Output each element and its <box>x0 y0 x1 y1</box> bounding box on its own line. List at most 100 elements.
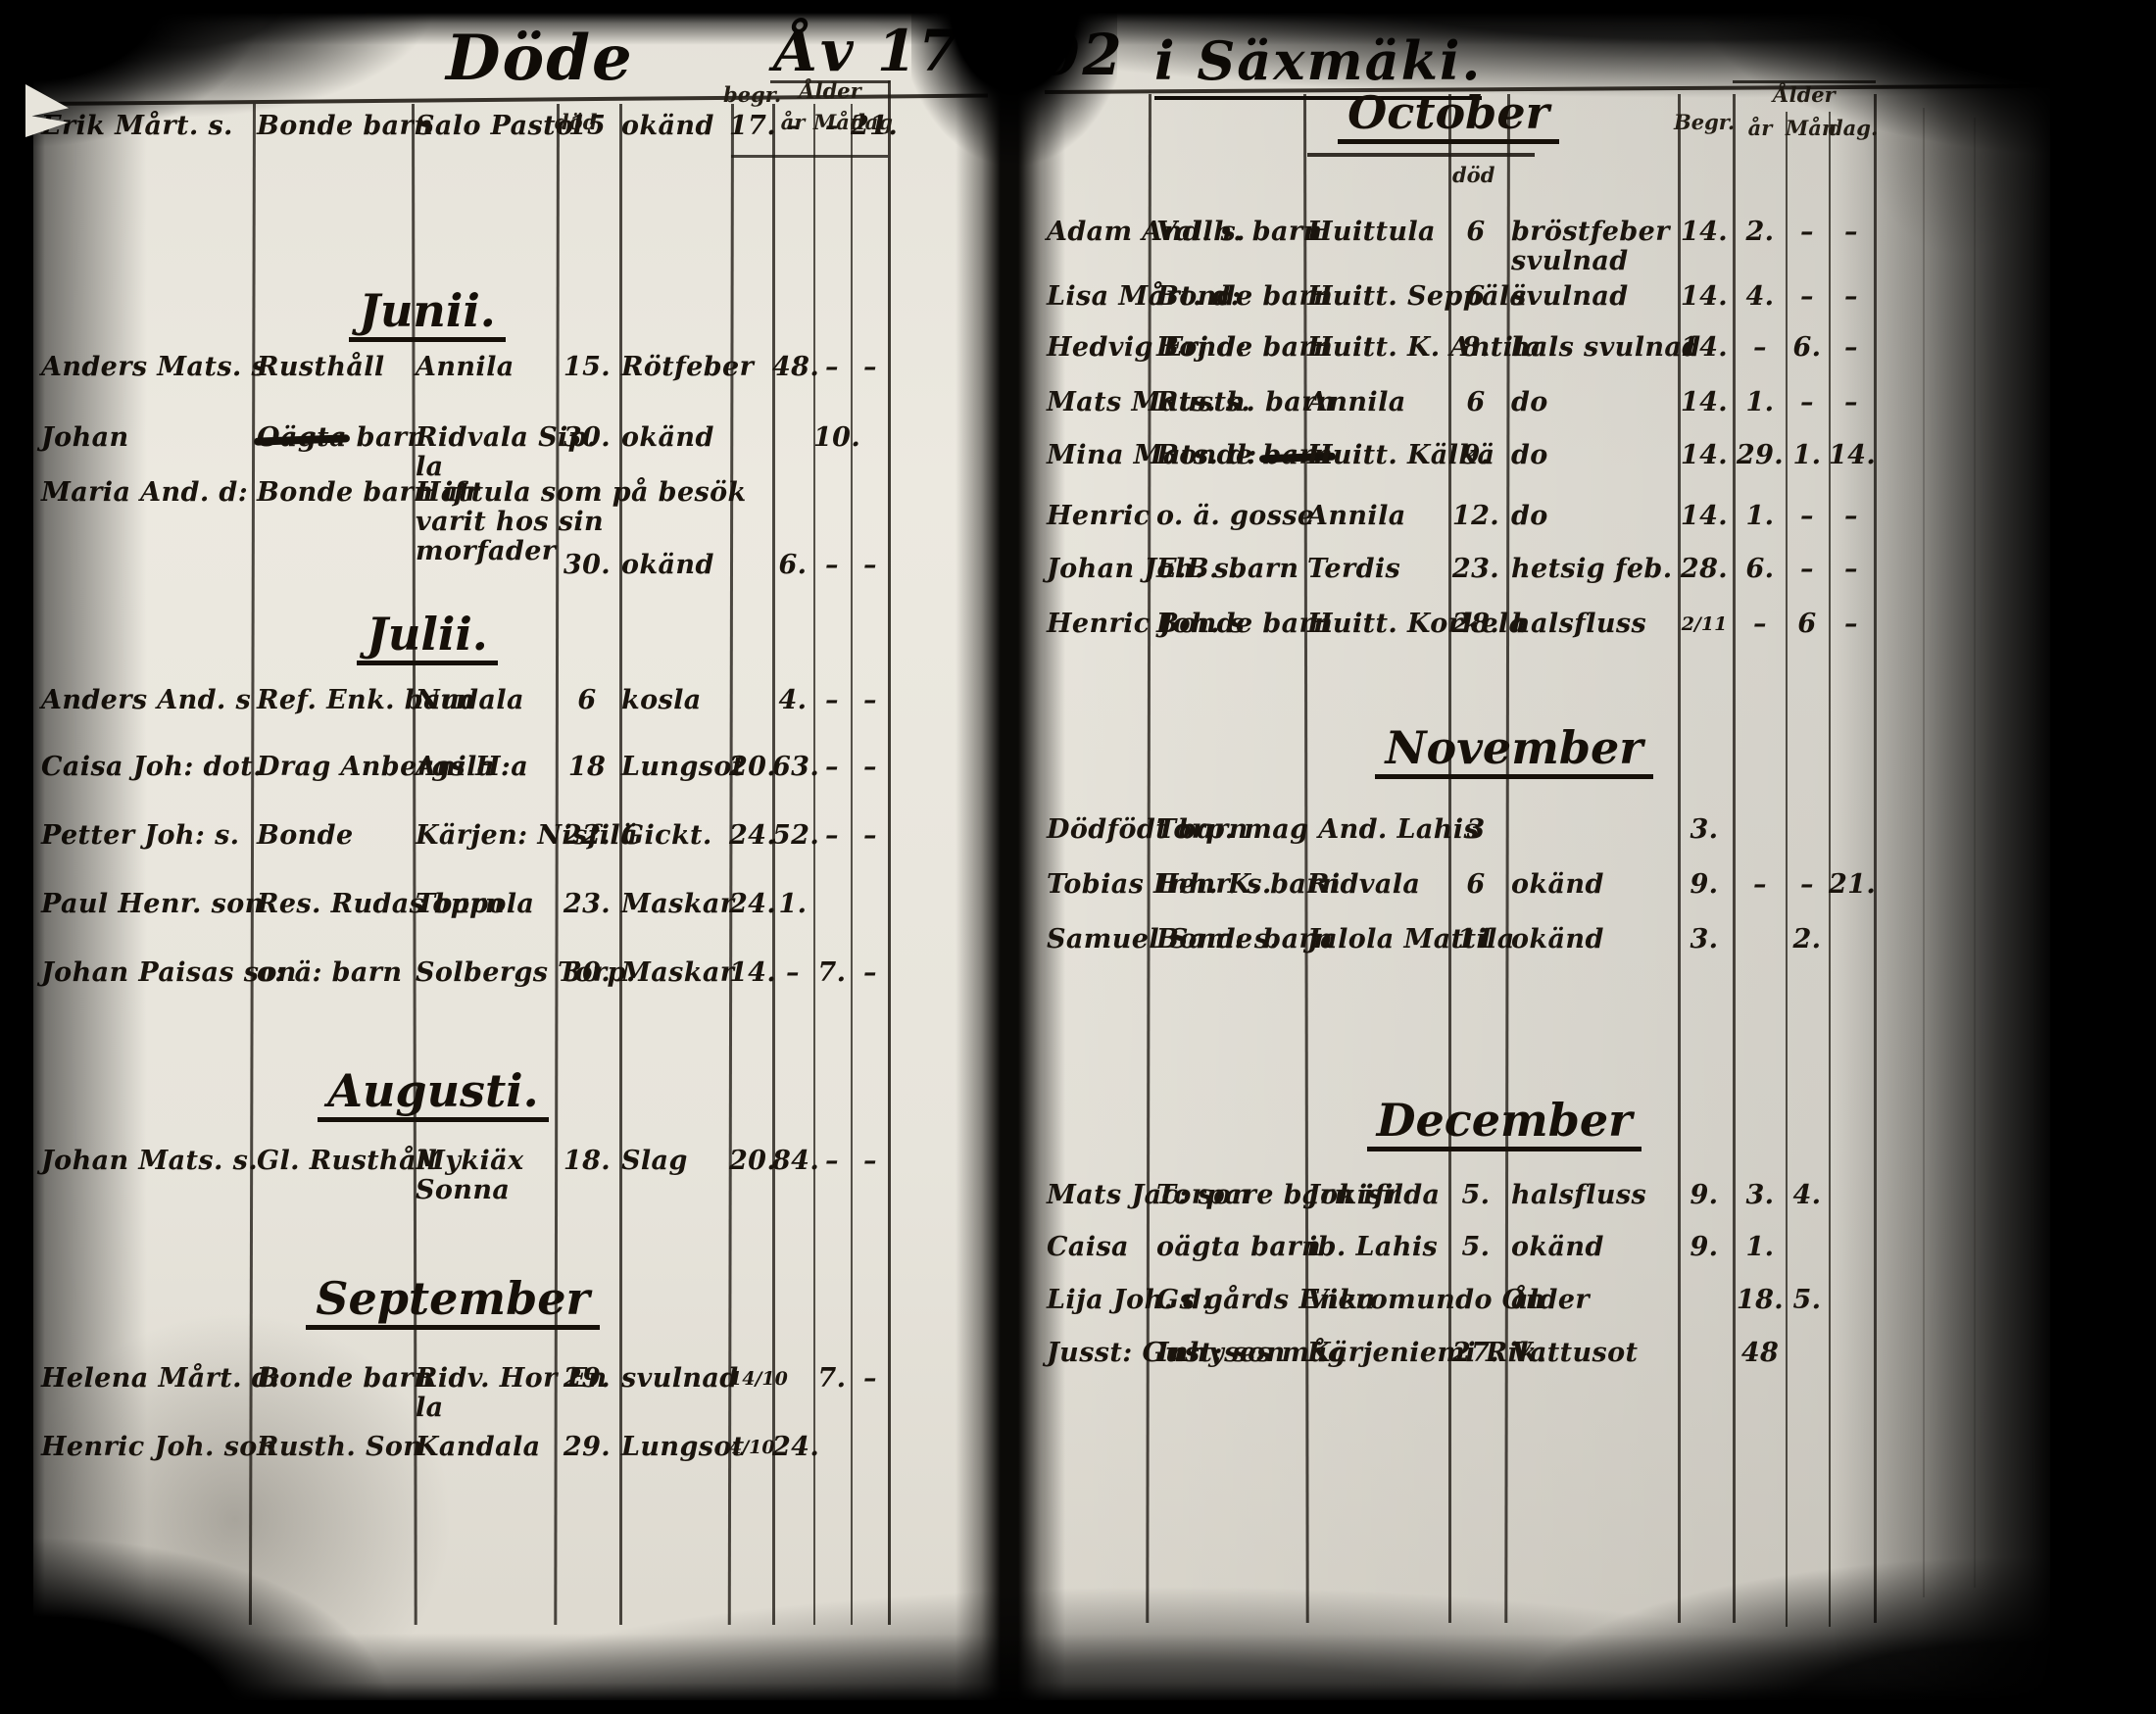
record-cause: Rötfeber <box>621 352 755 382</box>
record-yr: 4. <box>778 685 808 715</box>
record-mo: – <box>1800 281 1814 312</box>
vertical-rule <box>851 104 853 1625</box>
record-yr: 6. <box>778 550 808 580</box>
record-place: Huitt. K. Antila <box>1307 332 1542 363</box>
record-cause: Slag <box>621 1146 688 1176</box>
month-section-header: September <box>286 1272 619 1330</box>
record-mo: 7. <box>817 957 847 988</box>
record-cause: do <box>1511 440 1548 470</box>
record-buried: 9. <box>1690 1180 1719 1210</box>
record-yr: 1. <box>1745 387 1775 417</box>
record-dy: – <box>863 752 877 782</box>
record-cause: Vattusot <box>1511 1338 1639 1368</box>
record-place: Annila <box>416 352 514 382</box>
record-place: Terdis <box>1307 554 1401 584</box>
record-buried: 3. <box>1690 814 1719 845</box>
record-place: Kandala <box>416 1432 541 1462</box>
record-cause: svulnad <box>1511 281 1629 312</box>
record-cause: okänd <box>621 422 714 453</box>
record-mo: – <box>1800 387 1814 417</box>
record-died: 29. <box>563 1432 612 1462</box>
record-died: 5. <box>1461 1232 1491 1262</box>
record-died: 23. <box>563 889 612 919</box>
record-place: Anila <box>416 752 495 782</box>
record-place: Nudala <box>416 685 524 715</box>
vertical-rule <box>772 104 775 1625</box>
record-buried: 28. <box>1680 554 1729 584</box>
record-place: Kärjeniemi Rik. <box>1307 1338 1547 1368</box>
record-name: Dödfödt barn <box>1047 814 1249 845</box>
record-status: Torpare barn ifr <box>1156 1180 1400 1210</box>
record-died: 9. <box>1461 440 1491 470</box>
record-buried: 14. <box>1680 332 1729 363</box>
record-died: 27. <box>1451 1338 1500 1368</box>
record-place: Annila <box>1307 387 1406 417</box>
record-status: Vallh. barn <box>1156 217 1323 247</box>
record-buried: 24. <box>729 889 777 919</box>
record-mo: – <box>1800 501 1814 531</box>
record-status: Bonde barn <box>1156 609 1334 639</box>
record-status: Rusth. barn <box>1156 387 1336 417</box>
record-name: Samuel Sam: s. <box>1047 924 1280 955</box>
record-status: Oägta barn <box>257 422 427 453</box>
record-yr: 2. <box>1745 217 1775 247</box>
record-buried: 14. <box>729 957 777 988</box>
record-cause: okänd <box>1511 1232 1604 1262</box>
record-yr: – <box>1753 869 1767 900</box>
record-mo: 5. <box>1792 1285 1822 1315</box>
record-status: Bonde barn <box>257 1363 434 1394</box>
record-yr: 4. <box>1745 281 1775 312</box>
record-place: Huitt. Korkela <box>1307 609 1527 639</box>
record-name: Lija Joh. d: <box>1047 1285 1212 1315</box>
record-buried: 4/10 <box>729 1437 775 1458</box>
record-mo: 1. <box>1792 440 1822 470</box>
record-cause: Maskar <box>621 889 735 919</box>
record-place: Huitt. Seppälä <box>1307 281 1528 312</box>
record-died: 15. <box>563 352 612 382</box>
record-place: Solbergs Torp. <box>416 957 636 988</box>
struck-out-text: barn <box>1262 440 1334 470</box>
record-yr: 3. <box>1745 1180 1775 1210</box>
record-mo: – <box>1800 217 1814 247</box>
record-yr: 29. <box>1736 440 1785 470</box>
record-cause: hetsig feb. <box>1511 554 1673 584</box>
record-place: Annila <box>1307 501 1406 531</box>
record-status: o. ä. gosse <box>1156 501 1315 531</box>
month-section-header: November <box>1348 721 1681 779</box>
record-place: Ridvala Sip. la <box>416 422 597 483</box>
record-cause: hals svulnad <box>1511 332 1701 363</box>
record-status: Inh. K. barn <box>1156 869 1341 900</box>
record-mo: 6 <box>1797 609 1817 639</box>
record-buried: 3. <box>1690 924 1719 955</box>
record-yr: 52. <box>772 820 820 851</box>
record-status: Ref. Enk. barn <box>257 685 475 715</box>
scan-border-bottom <box>0 1518 2156 1714</box>
record-cause: okänd <box>621 550 714 580</box>
record-place: Hattula som på besök varit hos sin morfade… <box>416 477 747 567</box>
record-cause: do <box>1511 501 1548 531</box>
vertical-rule <box>1733 94 1736 1623</box>
record-status: Torp. mag And. Lahis <box>1156 814 1480 845</box>
record-status: Bonde barn ifr <box>257 477 480 508</box>
record-place: Ridv. Hor En la <box>416 1363 608 1424</box>
record-cause: svulnad <box>621 1363 739 1394</box>
record-yr: 48 <box>1740 1338 1780 1368</box>
record-status: Bonde barn <box>1156 332 1334 363</box>
record-place: Ridvala <box>1307 869 1421 900</box>
record-yr: 84. <box>772 1146 820 1176</box>
record-died: 12. <box>1451 501 1500 531</box>
record-mo: – <box>825 550 839 580</box>
record-status: Res. Rudas barn <box>257 889 505 919</box>
record-status: Drag Anbergs H:a <box>257 752 529 782</box>
vertical-rule <box>888 80 891 1625</box>
record-dy: – <box>863 685 877 715</box>
record-cause: Maskar <box>621 957 735 988</box>
month-section-header: Augusti. <box>267 1064 600 1122</box>
record-place: Huitt. Kälkä <box>1307 440 1495 470</box>
record-died: 22. <box>563 820 612 851</box>
record-buried: 14. <box>1680 217 1729 247</box>
record-dy: – <box>863 550 877 580</box>
record-buried: 14. <box>1680 440 1729 470</box>
book-binding-gutter <box>956 0 1065 1714</box>
